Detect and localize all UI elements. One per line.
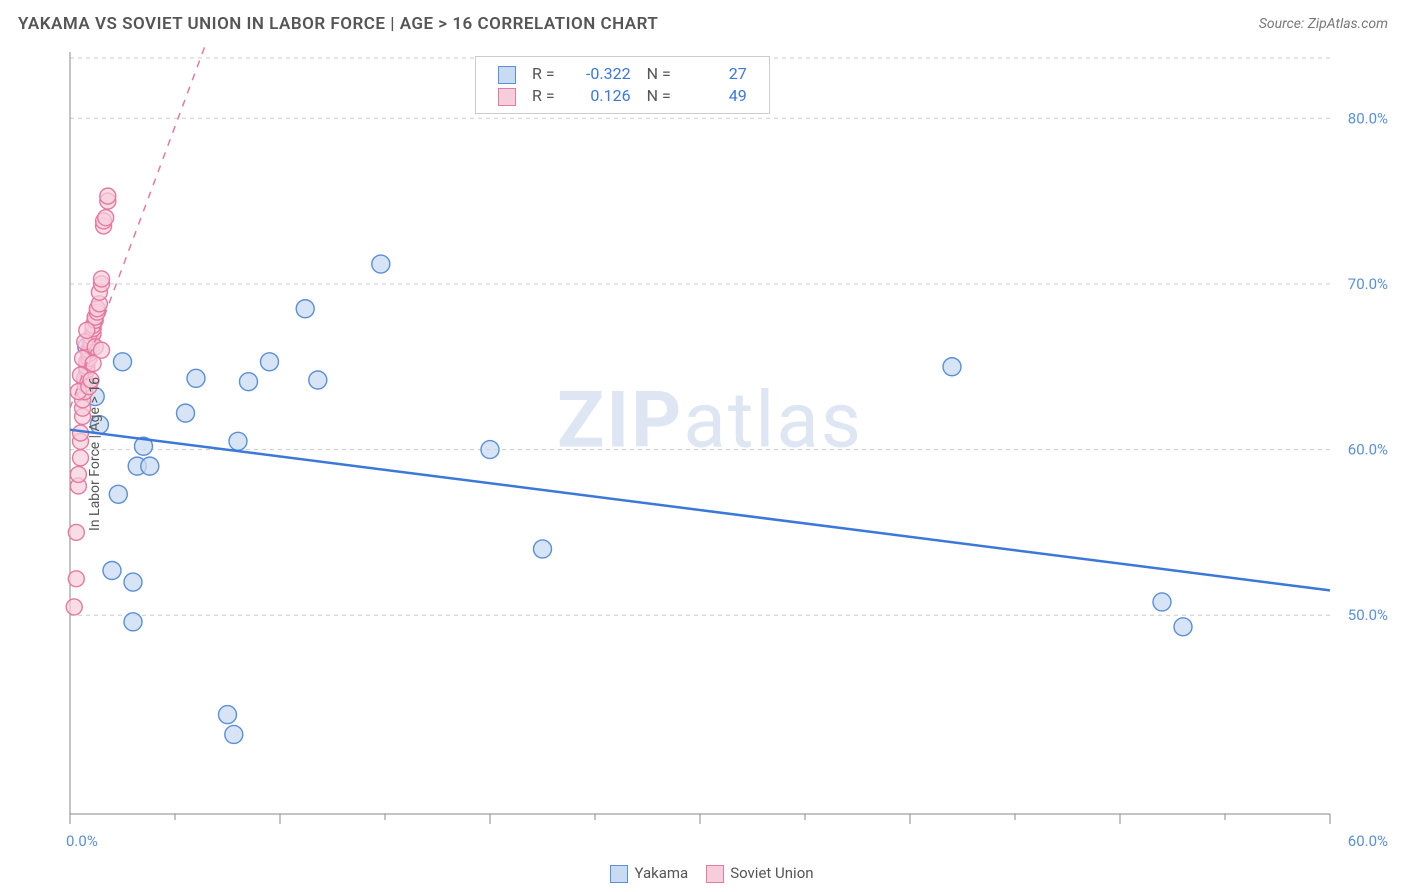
soviet-point — [68, 571, 84, 587]
soviet-point — [66, 599, 82, 615]
soviet-point — [70, 466, 86, 482]
soviet-point — [98, 210, 114, 226]
chart-source: Source: ZipAtlas.com — [1259, 16, 1388, 32]
yakama-point — [187, 369, 205, 387]
soviet-point — [79, 322, 95, 338]
yakama-point — [309, 371, 327, 389]
yakama-point — [229, 432, 247, 450]
x-tick-label: 60.0% — [1348, 832, 1388, 850]
yakama-point — [177, 404, 195, 422]
legend-swatch — [706, 865, 724, 883]
yakama-point — [240, 373, 258, 391]
legend-r-label: R = — [524, 85, 563, 107]
soviet-point — [68, 524, 84, 540]
chart-title: YAKAMA VS SOVIET UNION IN LABOR FORCE | … — [18, 14, 658, 34]
y-tick-label: 70.0% — [1348, 275, 1388, 293]
yakama-point — [261, 353, 279, 371]
yakama-trendline — [70, 430, 1330, 591]
yakama-point — [141, 457, 159, 475]
yakama-point — [1153, 593, 1171, 611]
y-axis-label: In Labor Force | Age > 16 — [87, 377, 103, 531]
chart-header: YAKAMA VS SOVIET UNION IN LABOR FORCE | … — [10, 10, 1396, 44]
yakama-point — [225, 725, 243, 743]
soviet-point — [94, 342, 110, 358]
legend-n-value: 49 — [687, 86, 747, 105]
legend-series-label: Soviet Union — [730, 864, 813, 882]
chart-container: YAKAMA VS SOVIET UNION IN LABOR FORCE | … — [0, 0, 1406, 892]
legend-n-value: 27 — [687, 64, 747, 83]
yakama-point — [219, 706, 237, 724]
x-tick-label: 0.0% — [66, 832, 98, 850]
yakama-point — [124, 613, 142, 631]
legend-swatch — [498, 66, 516, 84]
plot-area: In Labor Force | Age > 16 ZIPatlas 50.0%… — [20, 44, 1400, 864]
yakama-point — [481, 441, 499, 459]
yakama-point — [103, 561, 121, 579]
legend-correlation: R = -0.322 N = 27 R = 0.126 N = 49 — [475, 56, 770, 114]
y-tick-label: 80.0% — [1348, 109, 1388, 127]
yakama-point — [1174, 618, 1192, 636]
y-tick-label: 60.0% — [1348, 441, 1388, 459]
yakama-point — [109, 485, 127, 503]
legend-r-value: 0.126 — [571, 86, 631, 105]
yakama-point — [372, 255, 390, 273]
chart-svg: 50.0% 60.0% 70.0% 80.0% 0.0% 60.0% — [20, 44, 1400, 864]
soviet-point — [94, 271, 110, 287]
yakama-point — [114, 353, 132, 371]
yakama-point — [124, 573, 142, 591]
legend-n-label: N = — [639, 63, 679, 85]
legend-series: Yakama Soviet Union — [10, 864, 1396, 883]
legend-swatch — [610, 865, 628, 883]
legend-r-label: R = — [524, 63, 563, 85]
legend-swatch — [498, 88, 516, 106]
yakama-point — [534, 540, 552, 558]
legend-series-label: Yakama — [634, 864, 688, 882]
soviet-point — [100, 188, 116, 204]
yakama-point — [943, 358, 961, 376]
legend-r-value: -0.322 — [571, 64, 631, 83]
y-tick-label: 50.0% — [1348, 606, 1388, 624]
legend-n-label: N = — [639, 85, 679, 107]
yakama-point — [296, 300, 314, 318]
